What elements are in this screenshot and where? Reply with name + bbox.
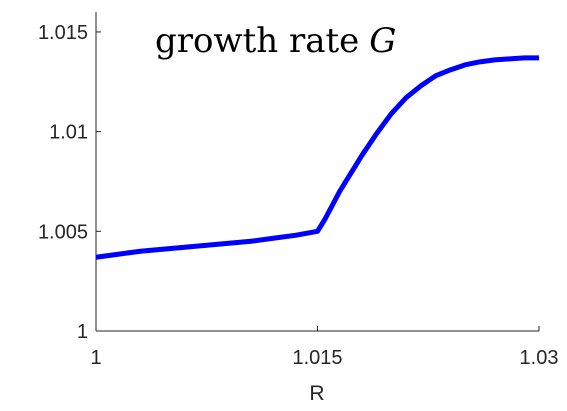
x-axis-label: R [309,382,324,405]
x-tick-label: 1.03 [520,347,559,369]
y-tick-label: 1.005 [38,221,88,243]
chart-title-symbol: G [369,21,396,61]
y-tick-label: 1 [77,321,88,343]
y-tick-label: 1.015 [38,22,88,44]
chart-title-text: growth rate [155,21,359,61]
chart-title: growth rate G [155,21,396,61]
ticks-layer: 1 1.005 1.01 1.015 1 1.015 1.03 [38,22,559,369]
x-tick-label: 1.015 [292,347,342,369]
series-layer [95,55,539,260]
series-line-growth-rate [95,55,539,260]
y-tick-label: 1.01 [49,122,88,144]
x-tick-label: 1 [90,347,101,369]
title-layer: growth rate G [155,21,396,61]
